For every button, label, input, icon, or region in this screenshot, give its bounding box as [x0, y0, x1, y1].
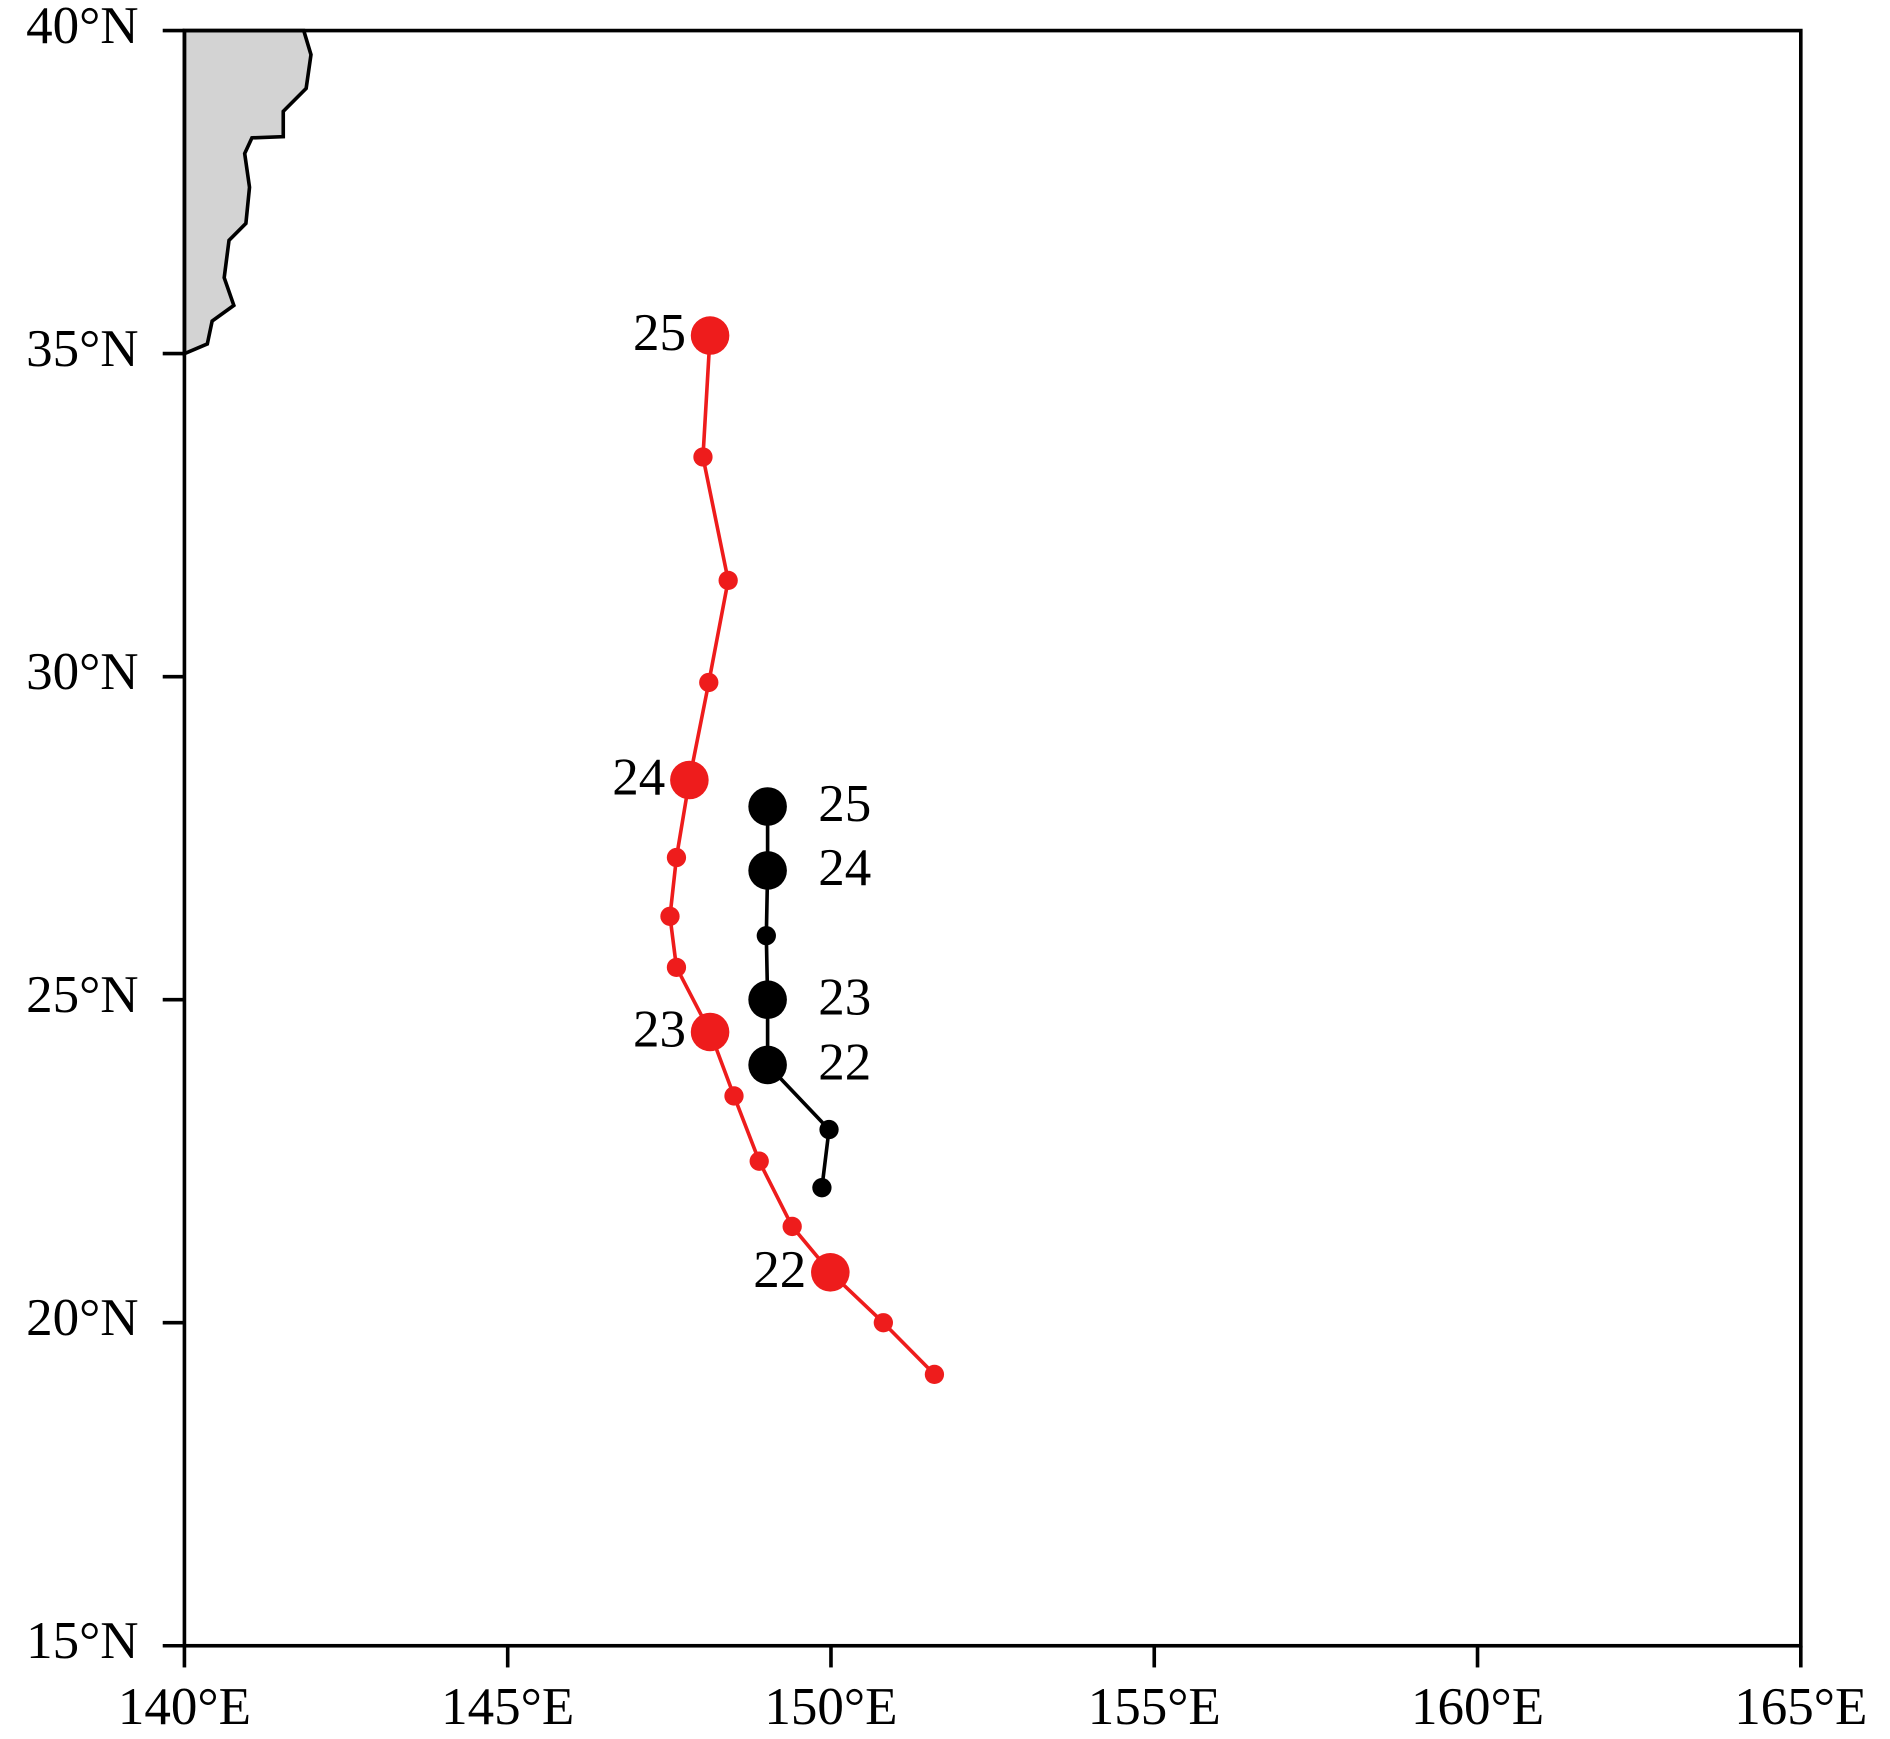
track-point [812, 1178, 832, 1198]
track-point [666, 847, 687, 868]
track-point [924, 1364, 945, 1385]
track-point [693, 447, 713, 467]
track-point-major [811, 1253, 850, 1292]
track-point [756, 926, 776, 946]
x-tick-label: 165°E [1734, 1678, 1867, 1736]
track-point [749, 1151, 769, 1171]
track-point-major [690, 316, 730, 355]
track-point [660, 906, 680, 926]
x-tick-label: 140°E [118, 1678, 251, 1736]
track-point-major [748, 980, 787, 1019]
map-frame [182, 28, 1803, 1648]
track-point [819, 1119, 839, 1140]
x-tick-label: 160°E [1411, 1678, 1544, 1736]
track-point [724, 1086, 744, 1106]
point-label: 24 [818, 839, 871, 897]
track-point [718, 570, 738, 591]
x-tick-label: 150°E [764, 1678, 897, 1736]
point-label: 25 [818, 775, 871, 833]
track [668, 335, 936, 1376]
track-point-major [748, 851, 787, 890]
y-tick-label: 20°N [26, 1289, 139, 1347]
track-point-major [670, 760, 709, 800]
y-tick-label: 35°N [26, 320, 139, 378]
track-point-major [690, 1012, 730, 1052]
point-label: 22 [818, 1034, 871, 1092]
point-label: 23 [818, 968, 871, 1026]
point-label: 22 [753, 1241, 806, 1299]
track-point-major [748, 1045, 787, 1085]
point-label: 25 [633, 304, 686, 362]
point-label: 23 [633, 1001, 686, 1059]
track-point [873, 1313, 893, 1333]
y-tick-label: 40°N [26, 0, 139, 55]
y-tick-label: 25°N [26, 966, 139, 1024]
track-point [699, 672, 719, 693]
point-label: 24 [612, 749, 665, 807]
track-point [782, 1216, 802, 1237]
track-point [666, 957, 687, 978]
y-tick-label: 15°N [26, 1612, 139, 1670]
land [182, 28, 313, 357]
x-tick-label: 155°E [1088, 1678, 1221, 1736]
x-tick-label: 145°E [441, 1678, 574, 1736]
track-point-major [748, 787, 787, 826]
y-tick-label: 30°N [26, 643, 139, 701]
